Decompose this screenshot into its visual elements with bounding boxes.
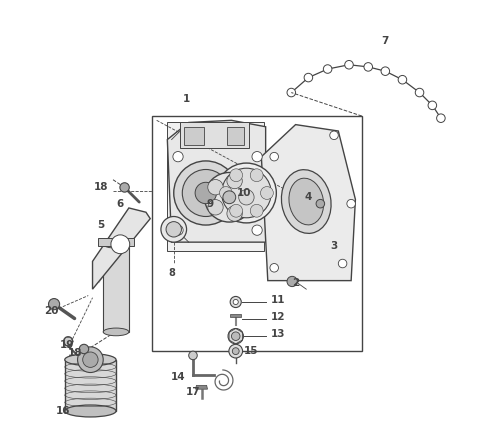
Circle shape bbox=[216, 163, 276, 223]
Circle shape bbox=[250, 169, 263, 181]
Circle shape bbox=[428, 101, 437, 110]
Circle shape bbox=[381, 67, 390, 75]
Polygon shape bbox=[184, 127, 204, 145]
Circle shape bbox=[161, 216, 187, 242]
Polygon shape bbox=[65, 360, 116, 411]
Circle shape bbox=[252, 225, 262, 235]
Circle shape bbox=[166, 222, 181, 237]
Circle shape bbox=[287, 276, 297, 287]
Ellipse shape bbox=[103, 240, 129, 248]
Text: 9: 9 bbox=[206, 199, 214, 209]
Circle shape bbox=[230, 204, 242, 217]
Circle shape bbox=[338, 259, 347, 268]
Circle shape bbox=[270, 152, 278, 161]
Text: 8: 8 bbox=[168, 268, 175, 278]
Circle shape bbox=[233, 300, 238, 304]
Text: 2: 2 bbox=[292, 278, 299, 288]
Text: 10: 10 bbox=[237, 188, 252, 198]
Circle shape bbox=[239, 190, 254, 205]
Circle shape bbox=[83, 352, 98, 367]
Circle shape bbox=[364, 63, 372, 71]
Polygon shape bbox=[103, 244, 129, 332]
Text: 17: 17 bbox=[186, 387, 200, 397]
Text: 7: 7 bbox=[382, 36, 389, 46]
Circle shape bbox=[232, 348, 239, 355]
Text: 15: 15 bbox=[243, 346, 258, 356]
Ellipse shape bbox=[281, 170, 331, 233]
Circle shape bbox=[208, 200, 223, 215]
Circle shape bbox=[63, 336, 73, 346]
Polygon shape bbox=[262, 125, 355, 281]
Circle shape bbox=[287, 88, 296, 97]
Circle shape bbox=[173, 152, 183, 162]
Text: 16: 16 bbox=[55, 406, 70, 416]
Text: 19: 19 bbox=[60, 340, 74, 350]
Text: 5: 5 bbox=[97, 220, 105, 230]
Polygon shape bbox=[98, 238, 134, 246]
Circle shape bbox=[250, 204, 263, 217]
Polygon shape bbox=[180, 123, 249, 148]
Polygon shape bbox=[195, 385, 207, 389]
Circle shape bbox=[261, 187, 273, 200]
Circle shape bbox=[208, 180, 223, 195]
Ellipse shape bbox=[65, 405, 116, 417]
Polygon shape bbox=[230, 313, 241, 317]
Text: 4: 4 bbox=[305, 192, 312, 202]
Circle shape bbox=[270, 264, 278, 272]
Ellipse shape bbox=[103, 328, 129, 336]
Circle shape bbox=[230, 297, 241, 307]
Circle shape bbox=[189, 351, 197, 360]
Text: 18: 18 bbox=[94, 181, 108, 191]
Circle shape bbox=[219, 187, 232, 200]
Circle shape bbox=[304, 73, 312, 82]
Circle shape bbox=[182, 169, 229, 216]
Circle shape bbox=[223, 191, 236, 204]
Polygon shape bbox=[93, 208, 150, 289]
Circle shape bbox=[78, 347, 103, 372]
Circle shape bbox=[324, 65, 332, 73]
Circle shape bbox=[174, 161, 238, 225]
Circle shape bbox=[347, 200, 355, 208]
Circle shape bbox=[120, 183, 129, 192]
Text: 18: 18 bbox=[68, 348, 83, 358]
Circle shape bbox=[229, 344, 242, 358]
Circle shape bbox=[330, 131, 338, 139]
Text: 14: 14 bbox=[171, 372, 185, 382]
Circle shape bbox=[48, 299, 60, 310]
Text: 13: 13 bbox=[271, 329, 286, 339]
Polygon shape bbox=[227, 127, 244, 145]
Circle shape bbox=[316, 200, 324, 208]
Circle shape bbox=[173, 225, 183, 235]
Circle shape bbox=[230, 169, 242, 181]
Circle shape bbox=[227, 173, 242, 189]
Text: 20: 20 bbox=[44, 306, 58, 316]
Polygon shape bbox=[168, 120, 265, 242]
Circle shape bbox=[227, 206, 242, 221]
Circle shape bbox=[228, 329, 243, 344]
Polygon shape bbox=[168, 123, 264, 251]
Text: 3: 3 bbox=[330, 242, 337, 252]
Text: 1: 1 bbox=[183, 94, 190, 104]
Circle shape bbox=[204, 172, 254, 222]
Circle shape bbox=[415, 88, 424, 97]
Circle shape bbox=[231, 332, 240, 340]
Circle shape bbox=[252, 152, 262, 162]
Circle shape bbox=[345, 61, 353, 69]
Ellipse shape bbox=[289, 178, 324, 225]
Ellipse shape bbox=[65, 354, 116, 366]
Circle shape bbox=[79, 344, 89, 354]
Circle shape bbox=[398, 75, 407, 84]
Circle shape bbox=[437, 114, 445, 123]
Text: 6: 6 bbox=[117, 199, 124, 209]
Circle shape bbox=[195, 182, 216, 204]
Circle shape bbox=[222, 168, 271, 218]
Text: 12: 12 bbox=[271, 312, 286, 322]
Circle shape bbox=[111, 235, 130, 254]
Text: 11: 11 bbox=[271, 295, 286, 305]
Bar bbox=[152, 116, 362, 351]
